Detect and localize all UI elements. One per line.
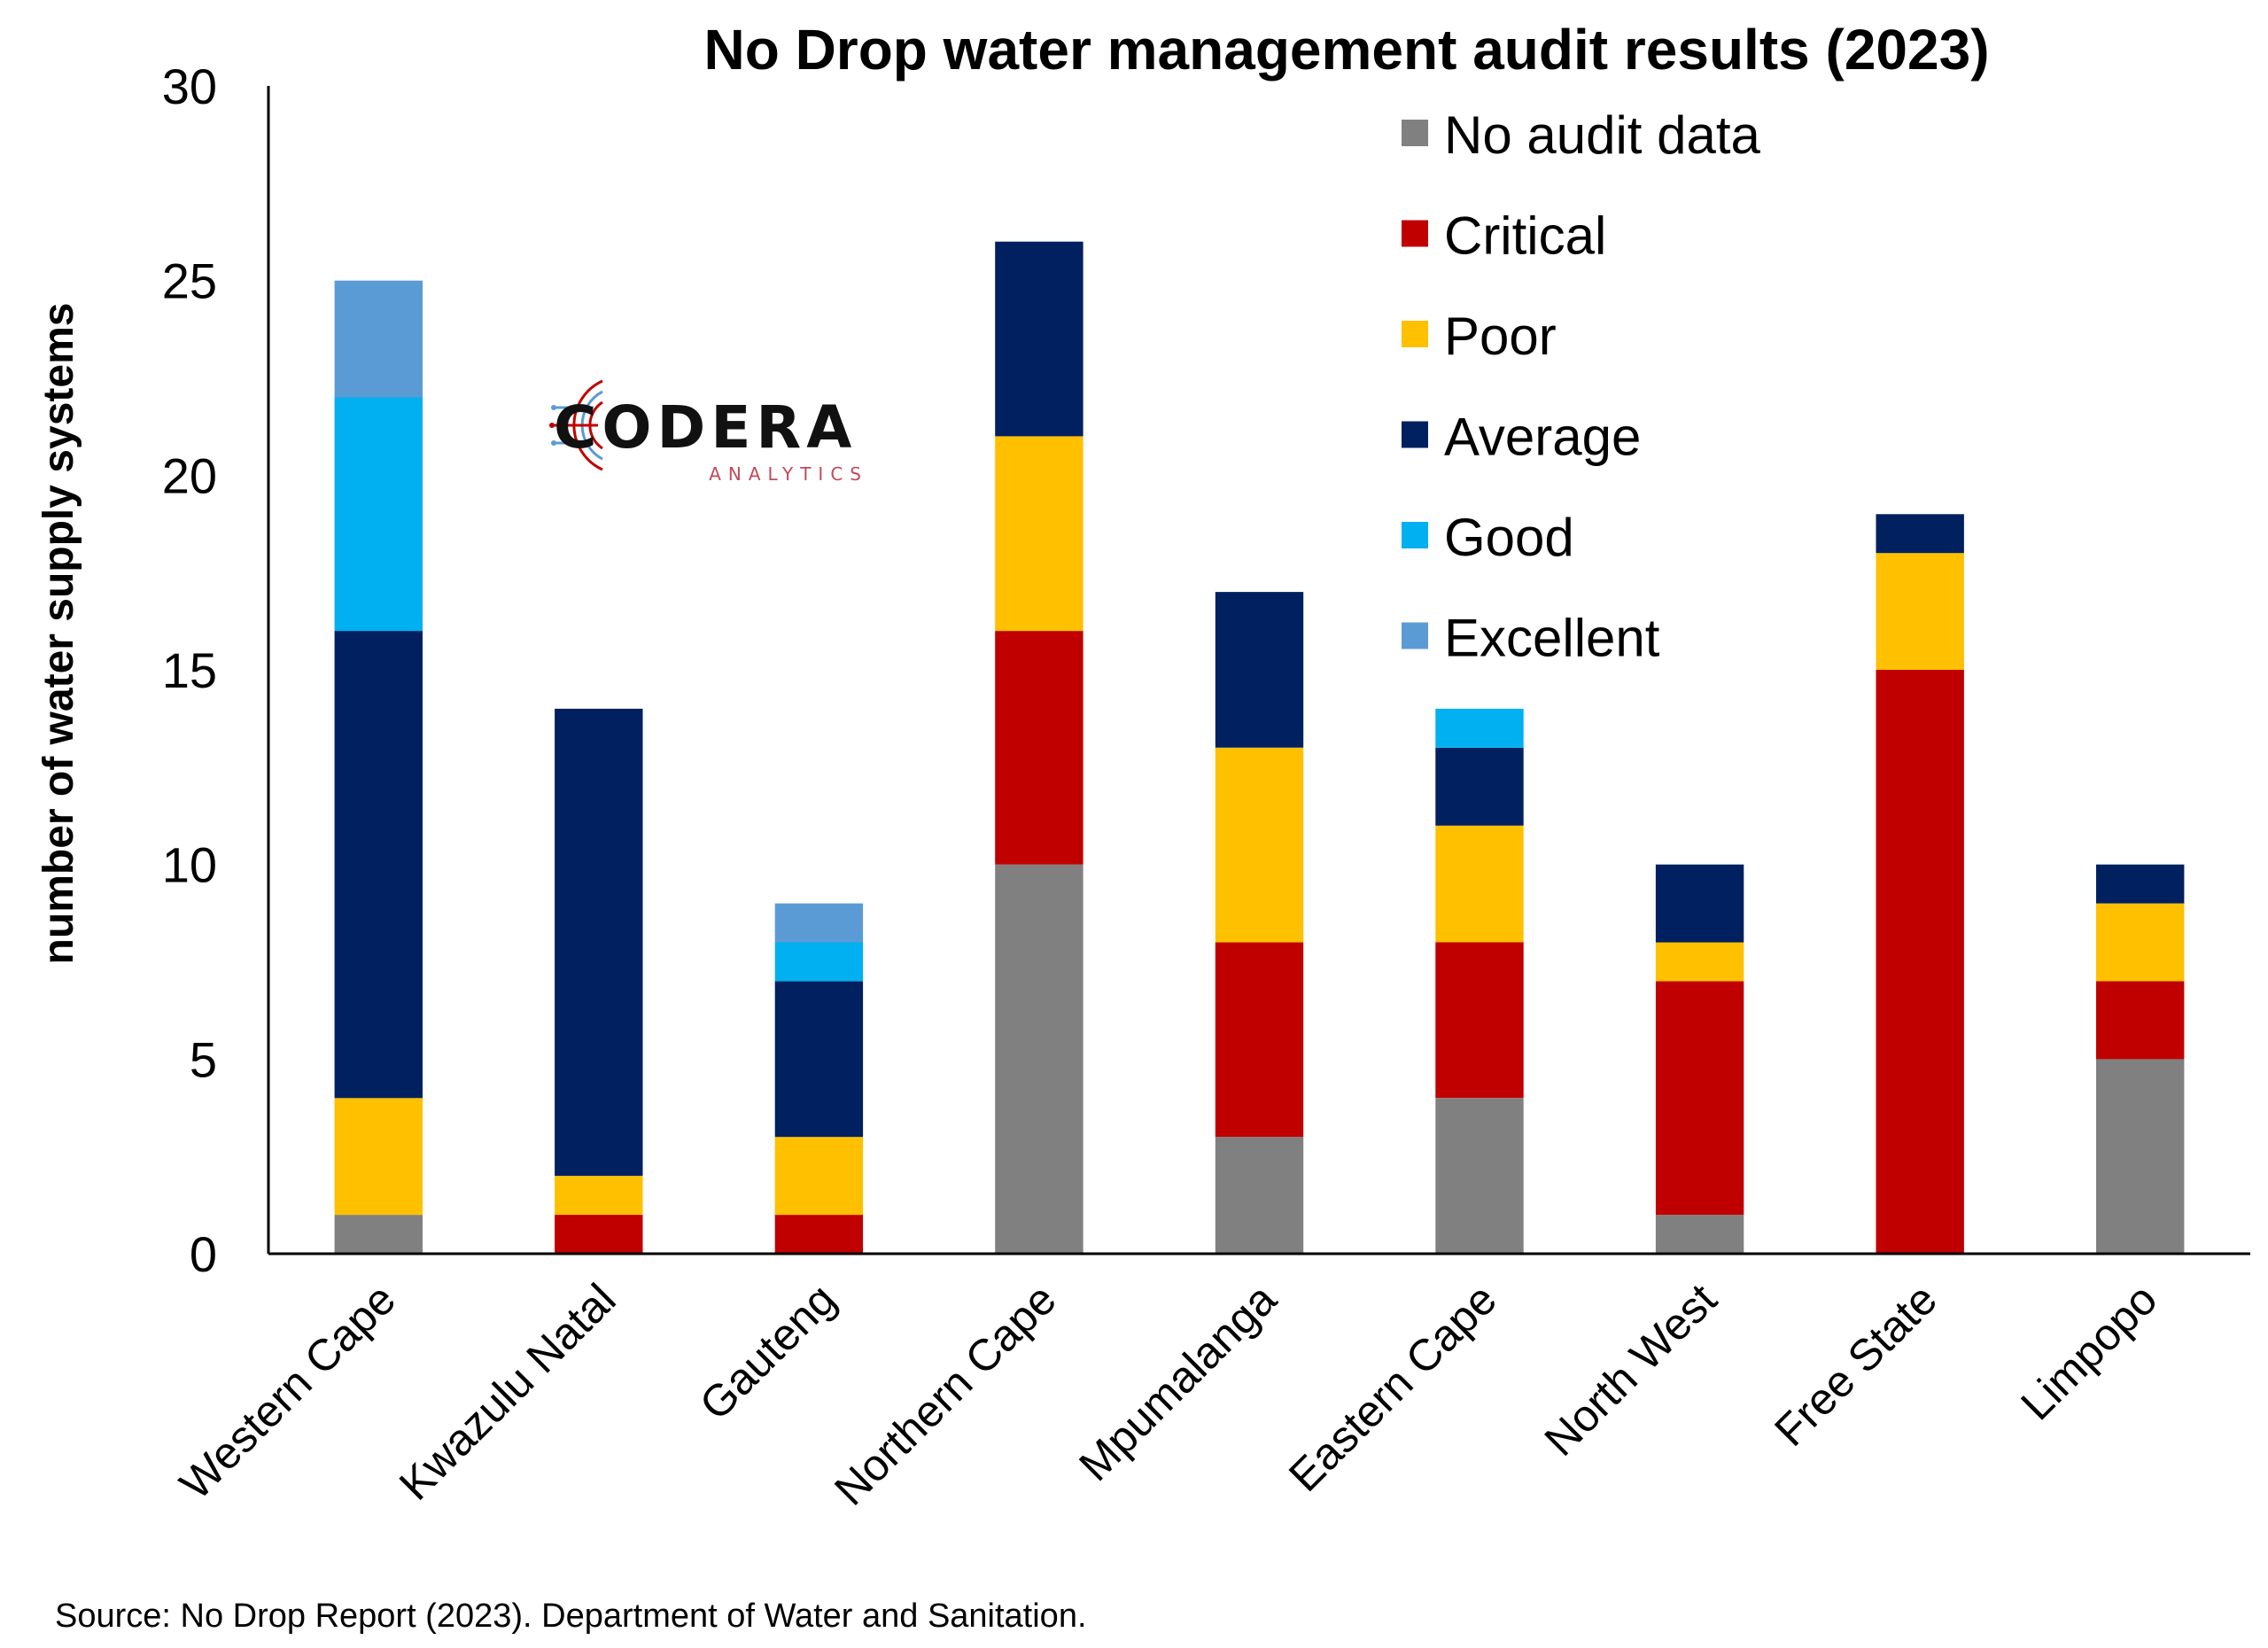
bar-segment xyxy=(774,1137,864,1216)
x-tick-label: Limpopo xyxy=(2011,1274,2166,1429)
legend-label: No audit data xyxy=(1444,105,1761,165)
y-tick-label: 5 xyxy=(190,1031,217,1087)
legend-label: Average xyxy=(1444,408,1641,467)
bar-segment xyxy=(774,942,864,982)
bar-segment xyxy=(1215,747,1304,943)
bar-segment xyxy=(1876,670,1964,1254)
legend-swatch xyxy=(1402,622,1428,649)
codera-logo-subtitle: ANALYTICS xyxy=(709,463,868,485)
bar-segment xyxy=(334,1098,423,1216)
bar-segment xyxy=(1655,864,1744,943)
bar-segment xyxy=(1435,825,1524,943)
bar-segment xyxy=(1435,1098,1524,1254)
bar-segment xyxy=(774,903,864,943)
bar-segment xyxy=(334,280,423,398)
legend-swatch xyxy=(1402,421,1428,448)
bar-segment xyxy=(1215,942,1304,1138)
bar-segment xyxy=(1435,708,1524,748)
legend-swatch xyxy=(1402,120,1428,146)
bar-segment xyxy=(774,981,864,1138)
bar-segment xyxy=(2096,903,2185,982)
bar-segment xyxy=(1655,981,1744,1216)
bar-segment xyxy=(2096,864,2185,904)
bar-segment xyxy=(1435,747,1524,826)
legend: No audit data Critical Poor Average Good Exce… xyxy=(1402,105,1761,668)
x-tick-label: Kwazulu Natal xyxy=(390,1274,625,1510)
legend-label: Critical xyxy=(1444,206,1606,266)
bar-segment xyxy=(2096,1059,2185,1254)
chart-title: No Drop water management audit results (… xyxy=(703,18,1989,82)
bar-segment xyxy=(995,436,1084,632)
x-tick-label: North West xyxy=(1535,1274,1727,1465)
y-axis-label-text: number of water supply systems xyxy=(35,303,82,965)
bar-segment xyxy=(995,241,1084,437)
bar-segment xyxy=(774,1215,864,1254)
bar-segment xyxy=(1215,592,1304,748)
bar-segment xyxy=(555,1215,643,1254)
codera-logo: CODERA ANALYTICS xyxy=(549,379,868,485)
legend-label: Good xyxy=(1444,508,1574,567)
bar-segment xyxy=(2096,981,2185,1060)
legend-swatch xyxy=(1402,522,1428,548)
x-tick-label: Eastern Cape xyxy=(1279,1274,1506,1501)
x-tick-label: Gauteng xyxy=(690,1274,845,1429)
x-tick-label: Northern Cape xyxy=(825,1274,1066,1515)
bar-segment xyxy=(555,1176,643,1215)
bar-segment xyxy=(1655,942,1744,982)
y-tick-label: 0 xyxy=(190,1226,217,1282)
y-tick-label: 15 xyxy=(162,642,217,698)
bar-segment xyxy=(555,708,643,1177)
legend-swatch xyxy=(1402,220,1428,247)
bar-segment xyxy=(1655,1215,1744,1254)
legend-label: Excellent xyxy=(1444,609,1660,668)
source-note: Source: No Drop Report (2023). Departmen… xyxy=(55,1597,1087,1635)
x-tick-label: Western Cape xyxy=(170,1274,405,1509)
y-tick-label: 20 xyxy=(162,447,217,503)
codera-logo-mark xyxy=(549,379,603,471)
x-tick-label: Mpumalanga xyxy=(1069,1274,1285,1490)
y-ticks: 0 5 10 15 20 25 30 xyxy=(162,58,217,1282)
codera-logo-name: CODERA xyxy=(554,393,857,462)
bar-segment xyxy=(995,864,1084,1254)
bar-segment xyxy=(1876,514,1964,554)
y-axis-label: number of water supply systems xyxy=(35,303,82,965)
bar-segment xyxy=(995,631,1084,865)
bar-segment xyxy=(1215,1137,1304,1254)
legend-label: Poor xyxy=(1444,307,1557,366)
bar-segment xyxy=(334,1215,423,1254)
y-tick-label: 25 xyxy=(162,253,217,309)
x-tick-label: Free State xyxy=(1765,1274,1946,1456)
bar-segment xyxy=(334,631,423,1099)
y-tick-label: 10 xyxy=(162,837,217,893)
bar-segment xyxy=(334,397,423,632)
bars xyxy=(334,241,2185,1254)
bar-segment xyxy=(1435,942,1524,1099)
legend-swatch xyxy=(1402,321,1428,347)
bar-segment xyxy=(1876,553,1964,670)
y-tick-label: 30 xyxy=(162,58,217,114)
